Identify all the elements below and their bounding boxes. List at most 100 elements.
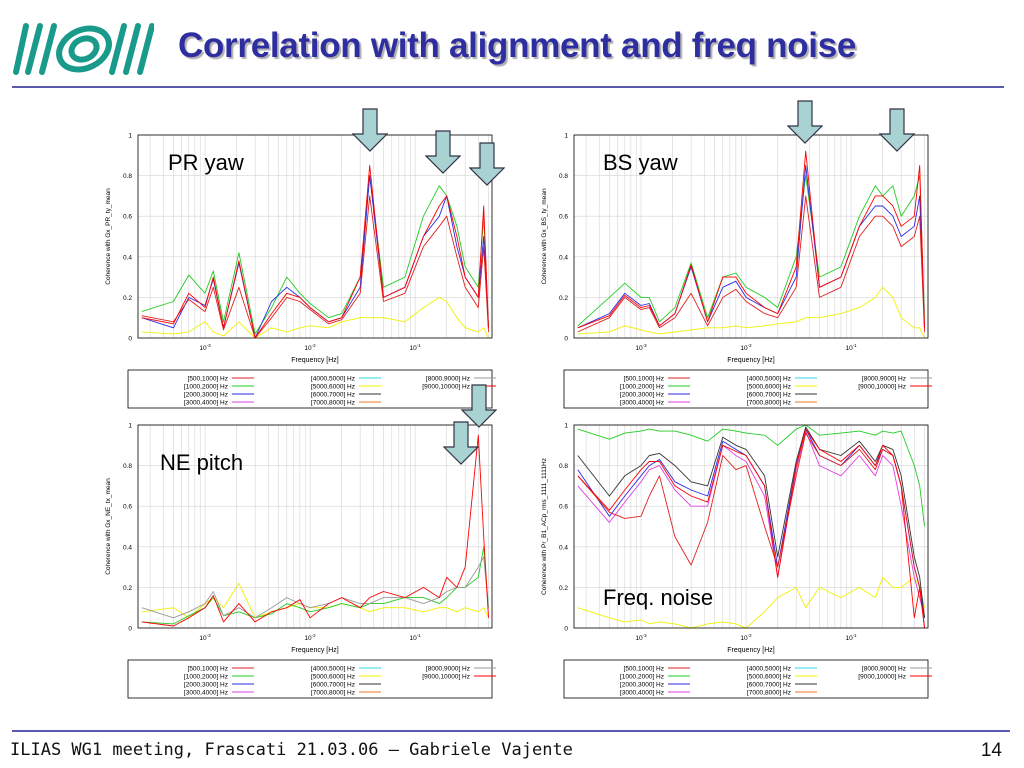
legend-label: [2000,3000] Hz bbox=[184, 681, 228, 688]
legend-label: [9000,10000] Hz bbox=[422, 383, 470, 390]
chart-freq-noise: 0 0.2 0.4 0.6 0.8 1 10-3 10-2 10-1 Frequency [Hz]… bbox=[536, 410, 936, 700]
series-line bbox=[577, 428, 925, 629]
legend-box bbox=[127, 369, 493, 409]
series-line bbox=[141, 434, 489, 627]
series-line bbox=[141, 296, 489, 339]
down-arrow-icon bbox=[425, 130, 461, 174]
x-tick-label: 10-2 bbox=[740, 343, 752, 352]
chart-ne-pitch: 0 0.2 0.4 0.6 0.8 1 10-3 10-2 10-1 Frequency [Hz]… bbox=[100, 410, 500, 700]
series-line bbox=[141, 165, 489, 339]
legend-label: [8000,9000] Hz bbox=[426, 665, 470, 672]
x-tick-label: 10-1 bbox=[409, 343, 421, 352]
panel-label: PR yaw bbox=[168, 150, 244, 175]
footer-text: ILIAS WG1 meeting, Frascati 21.03.06 – G… bbox=[10, 740, 573, 760]
legend-label: [9000,10000] Hz bbox=[858, 383, 906, 390]
series-line bbox=[141, 175, 489, 335]
legend-label: [3000,4000] Hz bbox=[184, 689, 228, 696]
y-tick-label: 0.8 bbox=[123, 173, 132, 180]
x-tick-label: 10-1 bbox=[845, 343, 857, 352]
series-line bbox=[577, 195, 925, 333]
y-tick-label: 0 bbox=[564, 626, 568, 633]
y-tick-label: 0.6 bbox=[123, 214, 132, 221]
series-line bbox=[141, 195, 489, 339]
x-tick-label: 10-1 bbox=[409, 633, 421, 642]
legend-label: [6000,7000] Hz bbox=[311, 681, 355, 688]
plot-frame bbox=[137, 134, 493, 339]
legend-label: [6000,7000] Hz bbox=[747, 391, 791, 398]
chart-pr-yaw: 0 0.2 0.4 0.6 0.8 1 10-3 10-2 10-1 Frequency [Hz]… bbox=[100, 120, 500, 410]
plot-frame bbox=[137, 424, 493, 629]
y-tick-label: 1 bbox=[128, 133, 132, 140]
y-tick-label: 1 bbox=[128, 423, 132, 430]
y-tick-label: 0 bbox=[128, 336, 132, 343]
title-divider bbox=[12, 86, 1004, 88]
legend-label: [500,1000] Hz bbox=[188, 375, 228, 382]
y-tick-label: 0.8 bbox=[123, 463, 132, 470]
legend-label: [7000,8000] Hz bbox=[311, 689, 355, 696]
legend-box bbox=[563, 659, 929, 699]
y-tick-label: 0.6 bbox=[123, 504, 132, 511]
legend-label: [5000,6000] Hz bbox=[747, 383, 791, 390]
legend-label: [1000,2000] Hz bbox=[184, 383, 228, 390]
series-line bbox=[577, 426, 925, 618]
y-tick-label: 0.2 bbox=[559, 585, 568, 592]
plot-frame bbox=[573, 424, 929, 629]
chart-svg: 0 0.2 0.4 0.6 0.8 1 10-3 10-2 10-1 Frequency [Hz]… bbox=[541, 423, 932, 699]
legend-label: [4000,5000] Hz bbox=[311, 665, 355, 672]
legend-label: [6000,7000] Hz bbox=[311, 391, 355, 398]
legend-label: [8000,9000] Hz bbox=[862, 665, 906, 672]
y-axis-label: Coherence with Gx_NE_tx_mean bbox=[105, 478, 112, 575]
chart-svg: 0 0.2 0.4 0.6 0.8 1 10-3 10-2 10-1 Frequency [Hz]… bbox=[541, 133, 932, 409]
legend-label: [8000,9000] Hz bbox=[862, 375, 906, 382]
x-tick-label: 10-3 bbox=[199, 633, 211, 642]
legend-label: [4000,5000] Hz bbox=[747, 375, 791, 382]
legend-label: [6000,7000] Hz bbox=[747, 681, 791, 688]
x-tick-label: 10-3 bbox=[635, 633, 647, 642]
y-tick-label: 0.2 bbox=[123, 295, 132, 302]
legend-label: [1000,2000] Hz bbox=[620, 383, 664, 390]
x-tick-label: 10-1 bbox=[845, 633, 857, 642]
down-arrow-icon bbox=[352, 108, 388, 152]
page-number: 14 bbox=[980, 740, 1002, 761]
x-tick-label: 10-2 bbox=[740, 633, 752, 642]
legend-label: [3000,4000] Hz bbox=[620, 399, 664, 406]
series-line bbox=[141, 582, 489, 619]
legend-box bbox=[563, 369, 929, 409]
y-axis-label: Coherence with Gx_BS_ty_mean bbox=[541, 188, 548, 284]
legend-label: [1000,2000] Hz bbox=[184, 673, 228, 680]
y-tick-label: 0.2 bbox=[123, 585, 132, 592]
x-axis-label: Frequency [Hz] bbox=[727, 357, 775, 364]
y-axis-label: Coherence with Pr_B1_ACp_rms_1111_1111Hz bbox=[541, 458, 548, 595]
x-axis-label: Frequency [Hz] bbox=[291, 357, 339, 364]
x-axis-label: Frequency [Hz] bbox=[291, 647, 339, 654]
down-arrow-icon bbox=[879, 108, 915, 152]
series-line bbox=[577, 432, 925, 629]
y-tick-label: 0.6 bbox=[559, 214, 568, 221]
chart-bs-yaw: 0 0.2 0.4 0.6 0.8 1 10-3 10-2 10-1 Frequency [Hz]… bbox=[536, 120, 936, 410]
series-line bbox=[141, 546, 489, 625]
y-tick-label: 0.8 bbox=[559, 173, 568, 180]
series-line bbox=[577, 286, 925, 339]
legend-label: [9000,10000] Hz bbox=[858, 673, 906, 680]
series-line bbox=[577, 165, 925, 329]
x-tick-label: 10-2 bbox=[304, 633, 316, 642]
y-tick-label: 1 bbox=[564, 133, 568, 140]
legend-label: [9000,10000] Hz bbox=[422, 673, 470, 680]
legend-label: [4000,5000] Hz bbox=[747, 665, 791, 672]
legend-label: [3000,4000] Hz bbox=[620, 689, 664, 696]
legend-label: [7000,8000] Hz bbox=[747, 689, 791, 696]
x-tick-label: 10-3 bbox=[635, 343, 647, 352]
footer-divider bbox=[12, 730, 1010, 732]
legend-label: [8000,9000] Hz bbox=[426, 375, 470, 382]
y-tick-label: 0.8 bbox=[559, 463, 568, 470]
legend-label: [500,1000] Hz bbox=[188, 665, 228, 672]
legend-label: [2000,3000] Hz bbox=[184, 391, 228, 398]
x-tick-label: 10-3 bbox=[199, 343, 211, 352]
legend-label: [500,1000] Hz bbox=[624, 665, 664, 672]
legend-box bbox=[127, 659, 493, 699]
series-line bbox=[577, 424, 925, 527]
legend-label: [4000,5000] Hz bbox=[311, 375, 355, 382]
ego-virgo-logo bbox=[12, 20, 155, 78]
series-line bbox=[577, 150, 925, 329]
legend-label: [7000,8000] Hz bbox=[747, 399, 791, 406]
